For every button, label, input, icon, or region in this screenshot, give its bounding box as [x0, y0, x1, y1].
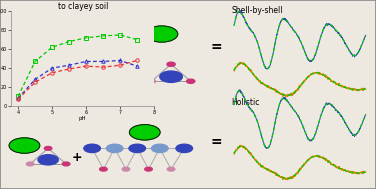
Circle shape [129, 144, 146, 153]
Circle shape [62, 162, 70, 166]
Circle shape [122, 167, 130, 171]
Circle shape [167, 167, 175, 171]
Circle shape [84, 144, 100, 153]
Circle shape [152, 144, 168, 153]
Circle shape [38, 155, 58, 165]
Text: =: = [211, 135, 222, 149]
Text: +: + [72, 151, 82, 164]
X-axis label: pH: pH [79, 116, 86, 121]
Circle shape [26, 162, 34, 166]
Circle shape [106, 144, 123, 153]
Circle shape [186, 79, 195, 83]
Circle shape [100, 167, 107, 171]
Circle shape [130, 125, 160, 140]
Circle shape [9, 138, 39, 153]
Text: Shell-by-shell: Shell-by-shell [231, 6, 283, 15]
Circle shape [147, 79, 156, 83]
Circle shape [176, 144, 193, 153]
Circle shape [146, 26, 177, 42]
Title: Sr adsorption
to clayey soil: Sr adsorption to clayey soil [57, 0, 109, 11]
Text: =: = [211, 40, 222, 54]
Circle shape [160, 71, 182, 82]
Circle shape [44, 146, 52, 150]
Text: Holistic: Holistic [231, 98, 259, 107]
Circle shape [145, 167, 152, 171]
Circle shape [167, 62, 175, 66]
